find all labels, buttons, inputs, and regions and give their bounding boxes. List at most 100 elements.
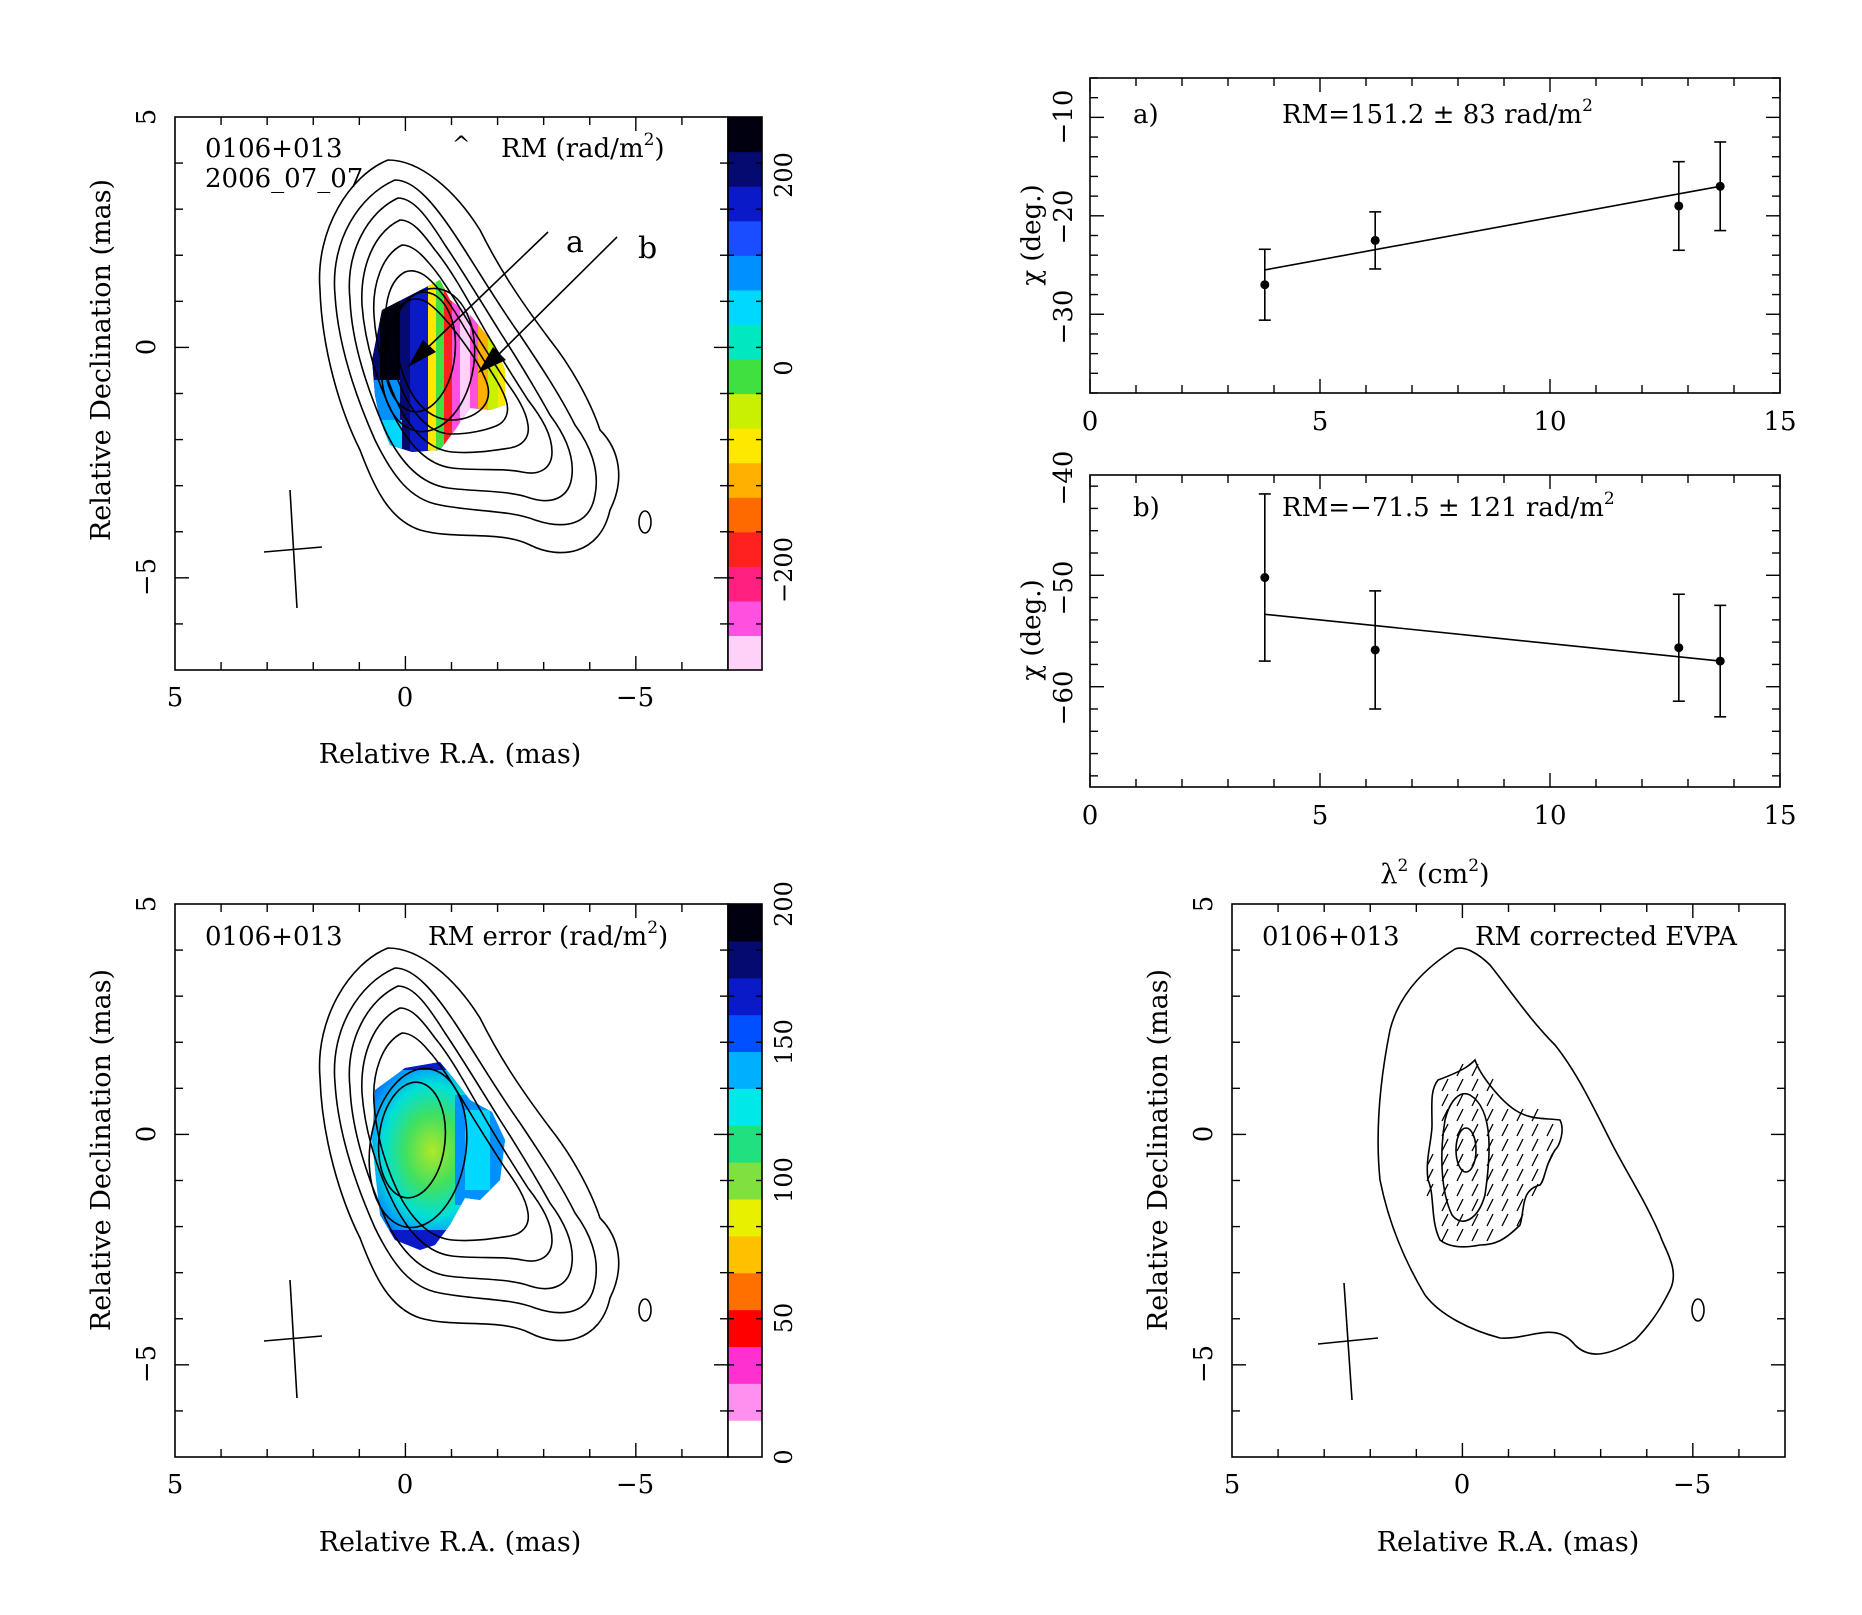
colorbar-segment: [728, 220, 762, 256]
data-point: [1260, 573, 1270, 583]
rm-fit-plot-b: b) RM=−71.5 ± 121 rad/m2 χ (deg.) −40 −5…: [1017, 451, 1797, 890]
colorbar-segment: [728, 1235, 762, 1274]
data-point: [1715, 656, 1725, 666]
evpa-vector: [1456, 1183, 1464, 1197]
evpa-vector: [1471, 1183, 1479, 1197]
fit-a-ytick: −30: [1049, 290, 1079, 345]
polarization-cross-line: [263, 546, 323, 553]
colorbar-segment: [728, 1309, 762, 1347]
fit-a-xtick: 10: [1533, 407, 1566, 437]
fit-b-frame: [1089, 474, 1781, 788]
rm-map-panel: a b 0106+013 2006_07_07 ^ RM (rad/m2) 5 …: [86, 109, 798, 770]
evpa-vector: [1516, 1183, 1524, 1197]
fit-a-marks: [1089, 77, 1781, 394]
colorbar-segment: [728, 1014, 762, 1053]
evpa-vector: [1456, 1138, 1464, 1152]
fit-a-xtick: 0: [1082, 407, 1099, 437]
rm-map-xlabel: Relative R.A. (mas): [319, 739, 582, 770]
rm-error-map-ylabel: Relative Declination (mas): [86, 969, 117, 1331]
fit-b-rm-text: RM=−71.5 ± 121 rad/m2: [1282, 489, 1615, 523]
rm-error-map-xlabel: Relative R.A. (mas): [319, 1527, 582, 1558]
fit-b-xtick: 10: [1533, 801, 1566, 831]
evpa-map-ytick: 5: [1189, 896, 1219, 913]
evpa-vector: [1501, 1123, 1509, 1137]
rm-map-ytick: 0: [132, 339, 162, 356]
rm-map-ytick: 5: [132, 109, 162, 126]
rm-error-map-xtick: −5: [616, 1470, 654, 1500]
colorbar-segment: [728, 1198, 762, 1237]
colorbar-segment: [728, 635, 762, 671]
colorbar-segment: [728, 531, 762, 567]
evpa-map-frame: [1231, 903, 1786, 1458]
evpa-vector: [1516, 1168, 1524, 1182]
evpa-vector: [1471, 1138, 1479, 1152]
evpa-vector: [1486, 1108, 1494, 1122]
evpa-vector: [1456, 1063, 1464, 1077]
fit-line: [1264, 613, 1721, 662]
rm-colorbar-tick: 0: [770, 360, 798, 375]
evpa-vector: [1441, 1198, 1449, 1212]
evpa-vector: [1456, 1168, 1464, 1182]
evpa-vector: [1531, 1108, 1539, 1122]
evpa-vector: [1441, 1108, 1449, 1122]
evpa-map-ticks: [1232, 904, 1785, 1457]
evpa-map-ylabel: Relative Declination (mas): [1143, 969, 1174, 1331]
colorbar-segment: [728, 1125, 762, 1163]
evpa-vector: [1456, 1153, 1464, 1167]
rm-error-colorbar-tick: 0: [770, 1449, 798, 1464]
evpa-vector: [1516, 1123, 1524, 1137]
rm-error-colorbar-tick: 150: [770, 1019, 798, 1065]
evpa-vector: [1456, 1093, 1464, 1107]
colorbar-segment: [728, 151, 762, 187]
colorbar-segment: [728, 289, 762, 325]
evpa-vector: [1471, 1123, 1479, 1137]
evpa-vector: [1441, 1183, 1449, 1197]
evpa-vector: [1426, 1153, 1434, 1167]
evpa-vector: [1426, 1183, 1434, 1197]
evpa-map-source: 0106+013: [1262, 922, 1400, 952]
evpa-vector: [1486, 1198, 1494, 1212]
rm-error-map-xtick: 5: [167, 1470, 184, 1500]
evpa-vector: [1501, 1183, 1509, 1197]
evpa-vector: [1441, 1228, 1449, 1242]
slice-arrow-a: [408, 231, 549, 367]
evpa-vector: [1486, 1183, 1494, 1197]
fit-b-ylabel: χ (deg.): [1017, 579, 1047, 680]
evpa-vector: [1441, 1078, 1449, 1092]
rm-map-ticks: [175, 117, 728, 670]
fit-a-xtick: 15: [1763, 407, 1796, 437]
colorbar-segment: [728, 497, 762, 533]
evpa-vector: [1441, 1168, 1449, 1182]
evpa-vectors: [1426, 1063, 1554, 1242]
evpa-vector: [1471, 1108, 1479, 1122]
rm-error-map-ytick: 0: [132, 1126, 162, 1143]
fit-b-xtick: 0: [1082, 801, 1099, 831]
evpa-vector: [1456, 1198, 1464, 1212]
evpa-vector: [1546, 1138, 1554, 1152]
evpa-vector: [1486, 1228, 1494, 1242]
evpa-vector: [1486, 1093, 1494, 1107]
fit-b-xtick: 5: [1312, 801, 1329, 831]
fit-b-ytick: −50: [1049, 561, 1079, 616]
evpa-map-xtick: 0: [1454, 1470, 1471, 1500]
rm-error-color-image: [372, 1062, 505, 1250]
evpa-vector: [1456, 1228, 1464, 1242]
evpa-vector: [1501, 1213, 1509, 1227]
evpa-vector: [1516, 1138, 1524, 1152]
evpa-map-panel: 0106+013 RM corrected EVPA 5 0 −5 Relati…: [1143, 896, 1786, 1558]
evpa-vector: [1516, 1108, 1524, 1122]
evpa-vector: [1531, 1183, 1539, 1197]
colorbar-segment: [728, 940, 762, 979]
rm-error-colorbar-tick: 100: [770, 1157, 798, 1203]
evpa-vector: [1531, 1168, 1539, 1182]
beam-ellipse: [638, 1298, 652, 1322]
evpa-vector: [1501, 1168, 1509, 1182]
evpa-vector: [1531, 1138, 1539, 1152]
rm-error-map-source: 0106+013: [205, 922, 343, 952]
rm-map-ytick: −5: [132, 558, 162, 596]
rm-map-quantity: RM (rad/m2): [501, 130, 665, 164]
rm-error-colorbar-tick: 50: [770, 1303, 798, 1334]
colorbar-segment: [728, 1272, 762, 1311]
evpa-vector: [1501, 1108, 1509, 1122]
